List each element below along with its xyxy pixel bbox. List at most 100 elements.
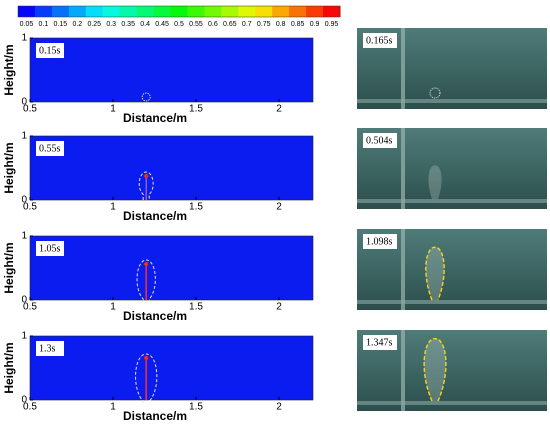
colorbar-tick-label: 0.9: [310, 21, 320, 28]
photo-time-label: 1.347s: [366, 337, 393, 348]
plume: [141, 92, 151, 102]
colorbar-swatch: [289, 6, 307, 17]
time-label: 0.15s: [39, 45, 61, 56]
colorbar-tick-label: 0.25: [87, 21, 101, 28]
contour-field: [29, 335, 314, 401]
x-tick-label: 0.5: [23, 104, 37, 115]
colorbar-swatch: [272, 6, 290, 17]
photo-post: [401, 28, 405, 109]
photo-floor: [357, 300, 547, 304]
x-tick-label: 2: [276, 202, 282, 213]
x-axis-label: Distance/m: [123, 409, 187, 423]
colorbar-tick-label: 0.85: [291, 21, 305, 28]
colorbar-swatch: [255, 6, 273, 17]
x-tick-label: 2: [276, 402, 282, 413]
photo-floor: [357, 401, 547, 405]
time-box: [36, 341, 64, 356]
colorbar-tick-label: 0.5: [174, 21, 184, 28]
colorbar-swatch: [204, 6, 222, 17]
colorbar-swatch: [18, 6, 36, 17]
colorbar-tick-label: 0.3: [106, 21, 116, 28]
y-tick-label: 0: [21, 395, 27, 406]
colorbar-swatch: [119, 6, 138, 17]
photo-post: [401, 330, 405, 411]
x-tick-label: 0.5: [23, 202, 37, 213]
colorbar-tick-label: 0.2: [72, 21, 82, 28]
bubble-plume: [425, 246, 445, 301]
time-label: 0.55s: [39, 143, 61, 154]
plume: [136, 259, 156, 300]
y-axis-label: Height/m: [2, 44, 16, 95]
x-tick-label: 1: [110, 402, 116, 413]
x-tick-label: 1: [110, 302, 116, 313]
bubble: [429, 87, 441, 99]
photo-post: [401, 229, 405, 310]
x-tick-label: 1.5: [189, 104, 203, 115]
bubble-plume: [423, 337, 447, 402]
colorbar-tick-label: 0.4: [140, 21, 150, 28]
time-box: [363, 234, 397, 249]
colorbar-tick-label: 0.95: [325, 21, 339, 28]
colorbar-tick-label: 0.6: [208, 21, 218, 28]
colorbar-tick-label: 0.65: [223, 21, 237, 28]
colorbar-swatch: [153, 6, 172, 17]
colorbar-tick-label: 0.15: [54, 21, 68, 28]
y-tick-label: 0: [21, 295, 27, 306]
x-axis-label: Distance/m: [123, 309, 187, 323]
y-tick-label: 0: [21, 97, 27, 108]
colorbar-tick-label: 0.45: [155, 21, 169, 28]
plume-head: [144, 356, 149, 360]
x-tick-label: 0.5: [23, 402, 37, 413]
colorbar-swatch: [34, 6, 53, 17]
colorbar-swatch: [68, 6, 87, 17]
y-tick-label: 1: [21, 33, 27, 44]
plume: [138, 171, 154, 200]
colorbar-tick-label: 0.1: [39, 21, 49, 28]
photo-time-label: 1.098s: [366, 236, 393, 247]
time-box: [363, 33, 397, 48]
time-box: [36, 241, 64, 256]
colorbar-tick-label: 0.35: [121, 21, 135, 28]
colorbar-swatch: [102, 6, 121, 17]
plume-head: [144, 262, 149, 266]
y-tick-label: 1: [21, 231, 27, 242]
bubble-plume: [428, 165, 442, 199]
x-axis-label: Distance/m: [123, 111, 187, 125]
x-tick-label: 1: [110, 202, 116, 213]
x-tick-label: 1.5: [189, 402, 203, 413]
photo-time-label: 0.504s: [366, 135, 393, 146]
y-axis-label: Height/m: [2, 342, 16, 393]
photo-time-label: 0.165s: [366, 35, 393, 46]
colorbar-tick-label: 0.55: [189, 21, 203, 28]
colorbar-tick-label: 0.8: [276, 21, 286, 28]
time-box: [363, 133, 397, 148]
colorbar-swatch: [85, 6, 104, 17]
colorbar-swatch: [51, 6, 70, 17]
x-tick-label: 0.5: [23, 302, 37, 313]
colorbar-swatch: [306, 6, 324, 17]
y-tick-label: 1: [21, 331, 27, 342]
colorbar-swatch: [136, 6, 155, 17]
contour-field: [29, 135, 314, 201]
colorbar-tick-label: 0.05: [20, 21, 34, 28]
x-tick-label: 2: [276, 302, 282, 313]
contour-field: [29, 37, 314, 103]
colorbar-swatch: [187, 6, 205, 17]
y-tick-label: 1: [21, 131, 27, 142]
contour-field: [29, 235, 314, 301]
photo-floor: [357, 199, 547, 203]
colorbar-swatch: [221, 6, 239, 17]
colorbar-swatch: [170, 6, 188, 17]
x-tick-label: 1.5: [189, 202, 203, 213]
colorbar-swatch: [323, 6, 341, 17]
y-tick-label: 0: [21, 195, 27, 206]
colorbar-tick-label: 0.7: [242, 21, 252, 28]
x-tick-label: 1.5: [189, 302, 203, 313]
x-axis-label: Distance/m: [123, 209, 187, 223]
colorbar-tick-label: 0.75: [257, 21, 271, 28]
y-axis-label: Height/m: [2, 242, 16, 293]
time-box: [36, 141, 64, 156]
x-tick-label: 1: [110, 104, 116, 115]
time-box: [36, 43, 64, 58]
